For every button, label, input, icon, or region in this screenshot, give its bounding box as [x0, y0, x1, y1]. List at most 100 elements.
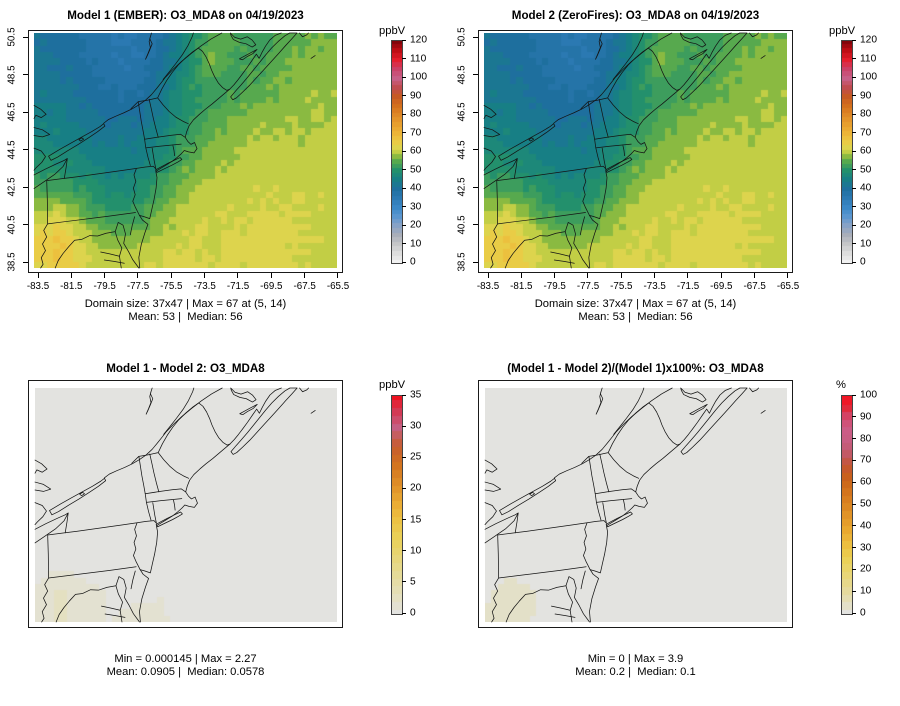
colorbar-tick — [852, 39, 856, 41]
colorbar-tick — [852, 481, 856, 483]
colorbar-tick-label: 70 — [860, 454, 872, 466]
colorbar-tick-label: 60 — [860, 476, 872, 488]
y-axis-tick-label: 44.5 — [456, 139, 468, 160]
x-axis-tick — [787, 273, 789, 278]
colorbar-tick-label: 90 — [410, 90, 422, 101]
x-axis-tick — [37, 273, 39, 278]
x-axis-tick — [337, 273, 339, 278]
colorbar-tick — [852, 76, 856, 78]
colorbar-tick-label: 70 — [860, 127, 872, 138]
y-axis-tick-label: 40.5 — [6, 214, 18, 235]
x-axis-tick — [487, 273, 489, 278]
colorbar-tick-label: 40 — [860, 520, 872, 532]
colorbar-tick — [402, 394, 406, 396]
panel-title: Model 1 - Model 2: O3_MDA8 — [106, 362, 265, 375]
x-axis-tick — [754, 273, 756, 278]
y-axis-tick-label: 50.5 — [6, 27, 18, 47]
colorbar-tick-label: 20 — [860, 563, 872, 575]
x-axis-tick-label: -81.5 — [60, 281, 83, 292]
x-axis-tick-label: -71.5 — [226, 281, 250, 292]
colorbar-tick — [402, 150, 406, 152]
colorbar-tick — [852, 590, 856, 592]
y-axis-tick — [23, 224, 28, 225]
y-axis-tick-label: 50.5 — [456, 27, 468, 47]
colorbar-tick-label: 100 — [860, 71, 877, 83]
colorbar-tick-label: 120 — [410, 34, 427, 46]
colorbar-tick-label: 10 — [410, 238, 422, 249]
colorbar-tick-label: 80 — [860, 108, 872, 120]
panel-title: Model 1 (EMBER): O3_MDA8 on 04/19/2023 — [67, 9, 304, 22]
colorbar-tick — [402, 224, 406, 226]
colorbar-tick-label: 0 — [410, 607, 416, 619]
x-axis-tick — [70, 273, 72, 278]
panel-title: (Model 1 - Model 2)/(Model 1)x100%: O3_M… — [507, 362, 764, 375]
colorbar-tick — [852, 503, 856, 505]
colorbar-tick-label: 10 — [860, 585, 872, 597]
x-axis-tick-label: -69.5 — [710, 281, 733, 292]
y-axis-tick-label: 40.5 — [456, 214, 468, 235]
colorbar-tick — [402, 206, 406, 207]
x-axis-tick — [104, 273, 106, 278]
colorbar-tick — [402, 58, 406, 59]
colorbar-tick-label: 10 — [410, 545, 422, 557]
colorbar-tick — [402, 243, 406, 244]
stats-caption-line2: Mean: 53 | Median: 56 — [128, 311, 243, 323]
colorbar-tick — [852, 95, 856, 96]
x-axis-tick-label: -79.5 — [93, 281, 116, 292]
x-axis-tick — [587, 273, 589, 278]
x-axis-tick — [270, 273, 272, 278]
colorbar-tick-label: 100 — [860, 389, 877, 401]
colorbar-tick — [852, 132, 856, 133]
colorbar-tick — [402, 113, 406, 115]
colorbar-tick — [852, 612, 856, 614]
colorbar-tick-label: 60 — [410, 145, 422, 157]
y-axis-tick-label: 48.5 — [456, 64, 468, 85]
y-axis-tick — [23, 149, 28, 150]
map-canvas-model2 — [484, 33, 787, 268]
colorbar-tick-label: 50 — [860, 164, 872, 175]
colorbar-unit-label: ppbV — [379, 379, 406, 391]
x-axis-tick-label: -71.5 — [676, 281, 700, 292]
y-axis-tick — [23, 261, 28, 263]
y-axis-tick — [473, 261, 478, 263]
x-axis-tick-label: -65.5 — [326, 281, 350, 292]
colorbar-tick — [402, 261, 406, 263]
y-axis-tick — [473, 74, 478, 75]
colorbar-tick-label: 90 — [860, 90, 872, 101]
x-axis-tick — [237, 273, 239, 278]
colorbar-tick-label: 0 — [860, 607, 866, 619]
x-axis-tick — [654, 273, 656, 278]
colorbar-tick-label: 10 — [860, 238, 872, 249]
colorbar-model2 — [841, 40, 853, 264]
colorbar-tick — [852, 169, 856, 170]
colorbar-tick-label: 110 — [860, 53, 877, 64]
x-axis-tick-label: -83.5 — [26, 281, 50, 292]
x-axis-tick-label: -75.5 — [160, 281, 183, 292]
colorbar-tick — [402, 425, 406, 427]
colorbar-tick — [402, 456, 406, 458]
colorbar-tick-label: 0 — [860, 256, 866, 268]
colorbar-tick-label: 25 — [410, 451, 422, 463]
x-axis-tick — [720, 273, 722, 278]
x-axis-tick-label: -83.5 — [476, 281, 500, 292]
x-axis-tick — [170, 273, 172, 278]
stats-caption-line1: Min = 0 | Max = 3.9 — [587, 653, 684, 665]
y-axis-tick-label: 44.5 — [6, 139, 18, 160]
colorbar-tick — [852, 416, 856, 418]
colorbar-tick — [402, 132, 406, 133]
map-canvas-percent-difference — [485, 388, 787, 622]
colorbar-tick — [852, 438, 856, 440]
y-axis-tick — [473, 149, 478, 150]
y-axis-tick — [473, 224, 478, 225]
stats-caption-line1: Domain size: 37x47 | Max = 67 at (5, 14) — [534, 298, 737, 310]
colorbar-difference — [391, 395, 403, 615]
geography-overlay — [483, 386, 767, 624]
colorbar-tick-label: 40 — [410, 182, 422, 194]
colorbar-tick — [402, 487, 406, 489]
y-axis-tick — [23, 74, 28, 75]
colorbar-tick — [402, 76, 406, 78]
x-axis-tick — [204, 273, 206, 278]
colorbar-tick — [852, 568, 856, 570]
x-axis-tick-label: -81.5 — [510, 281, 533, 292]
